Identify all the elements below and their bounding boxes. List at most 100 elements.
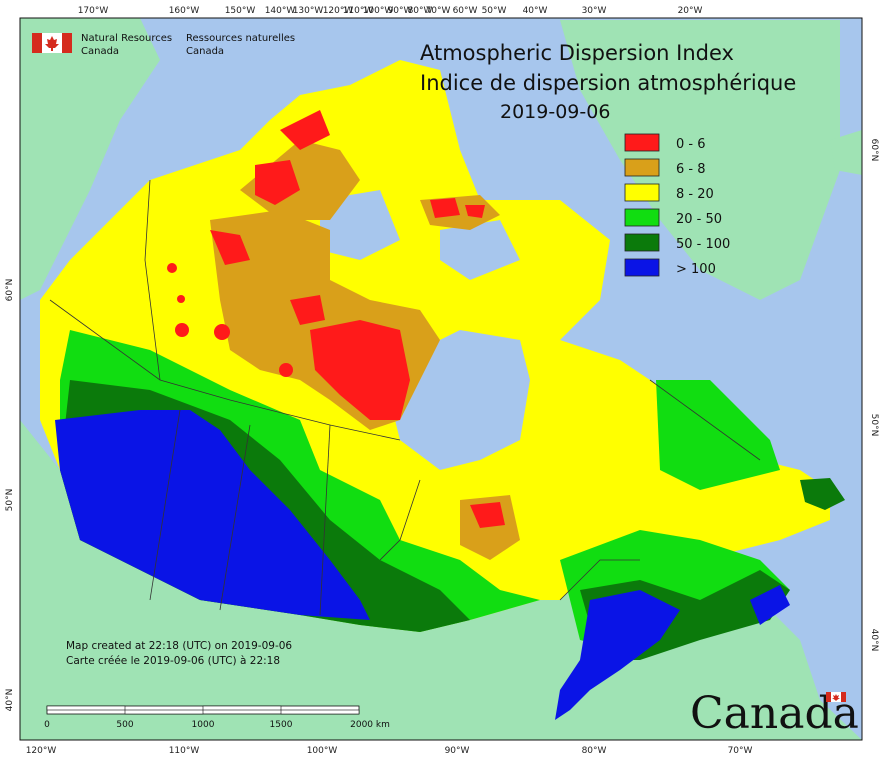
wordmark-flag-icon [826, 692, 846, 702]
legend-swatch [624, 133, 660, 152]
lon-label: 80°W [408, 6, 433, 16]
zone-20-50-east [656, 380, 780, 490]
legend-swatch [624, 233, 660, 252]
lat-label: 60°N [869, 139, 879, 162]
legend-label: > 100 [676, 262, 716, 277]
lon-label: 40°W [523, 6, 548, 16]
lon-label: 110°W [343, 6, 374, 16]
agency-signature: Natural Resources Canada Ressources natu… [32, 33, 295, 57]
lon-label: 100°W [307, 746, 338, 756]
usa-land [20, 420, 862, 740]
zone-0-6-spot-5 [279, 363, 293, 377]
agency-name-fr-1: Ressources naturelles [186, 33, 295, 44]
lon-label: 110°W [169, 746, 200, 756]
lon-label: 100°W [363, 6, 394, 16]
graticule-left: 60°N 50°N 40°N [5, 279, 15, 712]
legend-label: 20 - 50 [676, 212, 722, 227]
zone-0-6-spot-3 [167, 263, 177, 273]
legend-swatch [624, 183, 660, 202]
arctic-water-2 [440, 220, 520, 280]
title-en: Atmospheric Dispersion Index [420, 41, 734, 65]
scale-label: 500 [116, 720, 133, 730]
zone-0-6-spot-2 [214, 324, 230, 340]
canada-flag-icon [32, 33, 72, 53]
lon-label: 140°W [265, 6, 296, 16]
scale-label: 0 [44, 720, 50, 730]
graticule-right: 60°N 50°N 40°N [869, 139, 879, 652]
legend-label: 8 - 20 [676, 187, 714, 202]
lon-label: 90°W [388, 6, 413, 16]
alaska-land [20, 18, 160, 300]
scale-label: 1500 [270, 720, 293, 730]
legend-swatch [624, 258, 660, 277]
lon-label: 60°W [453, 6, 478, 16]
lat-label: 40°N [5, 689, 15, 712]
boundary-line [559, 559, 640, 601]
lon-label: 170°W [78, 6, 109, 16]
boundary-line [319, 424, 331, 616]
boundaries [49, 179, 761, 616]
arctic-water [320, 190, 400, 260]
dispersion-zones [40, 60, 845, 720]
credit-en: Map created at 22:18 (UTC) on 2019-09-06 [66, 640, 292, 652]
agency-name-en-2: Canada [81, 46, 119, 57]
zone-0-6-central [290, 295, 325, 325]
zone-over-100-east [555, 590, 680, 720]
boundary-line [144, 179, 161, 381]
scale-bar: 0 500 1000 1500 2000 km [44, 705, 390, 730]
zone-0-6-keewatin [310, 320, 410, 420]
agency-name-fr-2: Canada [186, 46, 224, 57]
legend-label: 50 - 100 [676, 237, 730, 252]
legend: 0 - 6 6 - 8 8 - 20 20 - 50 50 - 100 > 10… [624, 133, 730, 277]
lon-label: 70°W [728, 746, 753, 756]
zone-0-6-arctic [255, 160, 300, 205]
zone-50-100-newfoundland [800, 478, 845, 510]
credit-fr: Carte créée le 2019-09-06 (UTC) à 22:18 [66, 655, 280, 667]
legend-label: 0 - 6 [676, 137, 706, 152]
zone-0-6-west [210, 230, 250, 265]
lat-label: 50°N [5, 489, 15, 512]
agency-name-en-1: Natural Resources [81, 33, 172, 44]
lon-label: 20°W [678, 6, 703, 16]
lon-label: 160°W [169, 6, 200, 16]
lat-label: 50°N [869, 414, 879, 437]
scale-label: 1000 [192, 720, 215, 730]
lon-label: 70°W [426, 6, 451, 16]
lon-label: 120°W [323, 6, 354, 16]
graticule-top: 170°W 160°W 150°W 140°W 130°W 120°W 110°… [78, 6, 703, 16]
map-frame [19, 17, 863, 741]
graticule-bottom: 120°W 110°W 100°W 90°W 80°W 70°W [26, 746, 753, 756]
zone-over-100-maritimes [750, 585, 790, 625]
legend-label: 6 - 8 [676, 162, 706, 177]
lon-label: 80°W [582, 746, 607, 756]
lat-label: 40°N [869, 629, 879, 652]
boundary-line [149, 409, 181, 601]
lon-label: 130°W [293, 6, 324, 16]
foreign-land [20, 18, 862, 740]
canada-wordmark: Canada [690, 688, 859, 739]
lon-label: 90°W [445, 746, 470, 756]
boundary-line [219, 424, 251, 611]
lon-label: 120°W [26, 746, 57, 756]
iceland-land [830, 130, 862, 175]
legend-swatch [624, 208, 660, 227]
boundary-line [49, 299, 401, 441]
scale-label: 2000 km [350, 720, 390, 730]
title-date: 2019-09-06 [500, 101, 610, 123]
zone-0-6-arctic-2 [280, 110, 330, 150]
zone-over-100-west [55, 410, 370, 620]
lon-label: 150°W [225, 6, 256, 16]
boundary-line [379, 479, 421, 561]
zone-0-6-baffin-2 [465, 205, 485, 218]
zone-0-6-spot-1 [175, 323, 189, 337]
lon-label: 30°W [582, 6, 607, 16]
boundary-line [649, 379, 761, 461]
lat-label: 60°N [5, 279, 15, 302]
zone-0-6-ontario [470, 502, 505, 528]
title-fr: Indice de dispersion atmosphérique [420, 71, 796, 95]
lon-label: 50°W [482, 6, 507, 16]
zone-0-6-spot-4 [177, 295, 185, 303]
greenland-land [560, 20, 840, 300]
zone-0-6-baffin [430, 198, 460, 218]
